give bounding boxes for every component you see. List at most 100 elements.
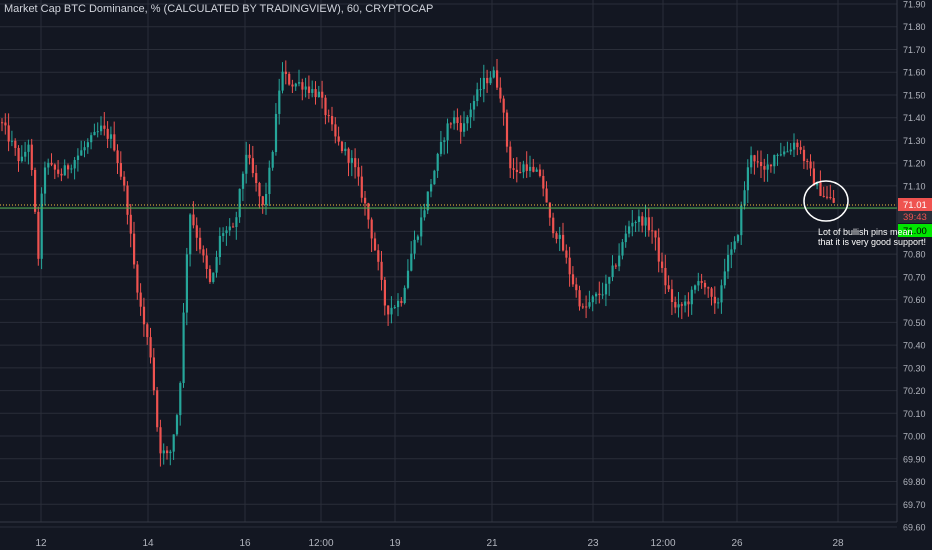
candle-body [453,117,456,124]
y-tick-label: 70.40 [903,341,926,351]
candle-body [826,196,829,198]
candle-body [515,169,518,173]
candle-body [377,250,380,262]
y-tick-label: 70.20 [903,386,926,396]
candle-body [166,450,169,454]
candle-body [529,166,532,171]
candle-body [449,123,452,125]
candle-body [413,239,416,254]
candle-body [723,271,726,286]
candle-body [680,304,683,306]
candle-body [123,176,126,186]
candle-body [321,91,324,98]
candle-body [370,219,373,239]
candle-body [126,185,129,215]
candle-body [7,125,10,142]
candle-body [63,165,66,176]
candle-body [57,169,60,174]
candle-body [235,217,238,228]
candle-body [538,169,542,176]
candle-body [334,124,337,137]
candle-body [67,165,70,170]
candle-body [707,287,710,289]
candle-body [311,89,314,93]
candle-body [142,306,146,325]
candle-body [222,233,225,236]
y-tick-label: 70.70 [903,272,926,282]
candle-body [621,242,624,256]
candle-body [690,289,693,305]
candle-body [812,168,815,186]
y-tick-label: 69.90 [903,454,926,464]
y-tick-label: 71.70 [903,45,926,55]
y-tick-label: 71.30 [903,136,926,146]
candle-body [34,169,37,212]
candle-body [733,241,736,250]
candle-body [24,151,27,157]
candle-body [284,71,287,74]
candle-body [73,160,76,169]
candle-body [430,184,433,192]
candle-body [766,164,769,170]
candle-body [215,257,218,273]
candle-body [637,216,641,222]
candle-body [783,151,786,155]
candle-body [185,254,188,313]
candle-body [694,285,697,290]
candle-body [27,144,30,152]
candle-body [360,176,363,198]
candle-body [667,285,670,290]
candle-body [463,123,466,132]
candle-body [103,125,106,129]
candle-body [730,249,733,255]
candle-body [331,116,334,125]
candle-body [796,142,799,148]
candle-body [281,71,284,91]
candle-body [255,173,258,184]
candle-body [116,150,119,164]
candle-body [291,84,294,87]
candle-body [555,233,558,239]
support-label: 71.00 [903,226,927,237]
candle-body [410,253,413,271]
x-tick-label: 19 [389,538,401,549]
y-tick-label: 70.30 [903,363,926,373]
candle-body [552,217,555,234]
candle-body [208,268,212,282]
candle-body [634,221,637,223]
candle-body [317,91,320,98]
support-badge [898,224,932,237]
candle-body [505,112,509,147]
y-tick-label: 71.90 [903,0,926,10]
candle-body [172,434,175,452]
candle-body [641,216,644,226]
candle-body [1,122,4,124]
candle-body [393,307,396,309]
candle-body [502,98,505,113]
candle-body [307,86,311,93]
candle-body [562,234,565,251]
candle-body [268,167,271,195]
candle-body [416,236,419,240]
candle-body [179,383,182,416]
candle-body [205,255,208,269]
candle-body [50,162,53,165]
y-tick-label: 71.10 [903,181,926,191]
countdown-label: 39:43 [903,212,927,223]
candle-body [96,131,99,133]
y-tick-label: 70.10 [903,409,926,419]
candle-body [439,141,443,154]
candle-body [83,147,86,151]
candle-body [446,123,449,141]
candle-body [251,158,254,174]
candle-body [571,274,575,285]
candle-body [585,306,588,308]
y-tick-label: 69.70 [903,500,926,510]
candle-body [509,146,512,169]
candle-body [30,144,33,170]
candle-body [53,164,56,170]
candle-body [169,451,172,454]
candle-body [278,90,281,114]
